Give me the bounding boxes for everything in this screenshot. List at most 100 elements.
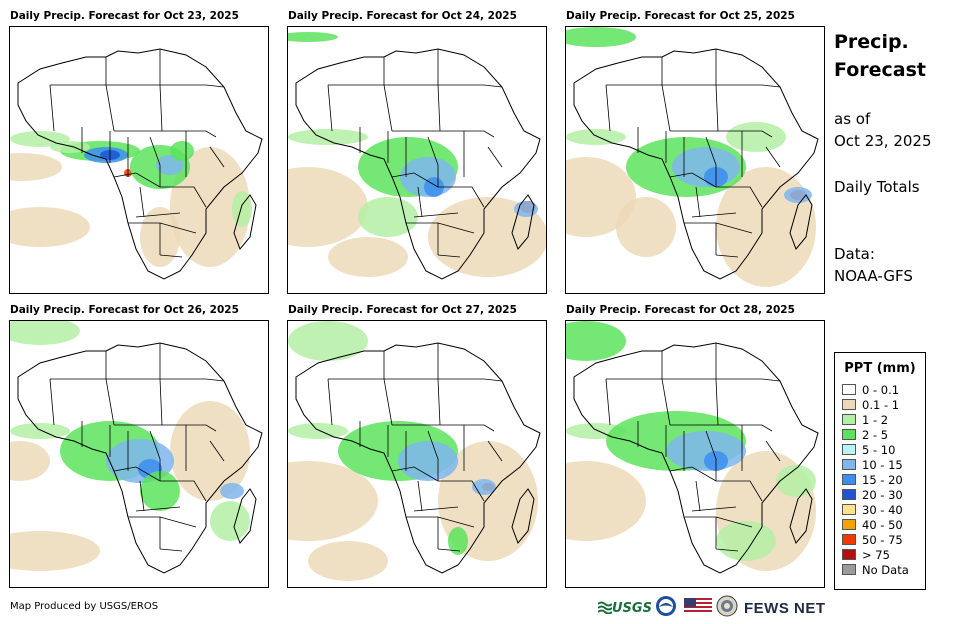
precip-area [616,197,676,257]
legend-item: 50 - 75 [842,532,925,547]
country-border [765,146,781,168]
africa-map [288,32,546,280]
as-of-date: Oct 23, 2025 [834,132,932,150]
precip-area [288,32,338,42]
madagascar-outline [789,194,813,250]
legend-item: 10 - 15 [842,457,925,472]
country-border [427,430,439,481]
precip-area [10,321,80,345]
coastline [295,48,541,280]
country-border [139,186,145,218]
legend-label: 5 - 10 [862,442,896,457]
panel-2-title: Daily Precip. Forecast for Oct 24, 2025 [288,10,517,22]
country-border [50,351,107,380]
country-border [487,440,503,462]
precip-area [328,237,408,277]
country-border [718,130,773,138]
legend-swatch [842,399,856,410]
country-border [438,378,503,382]
country-border [691,212,737,218]
legend-label: 0 - 0.1 [862,382,900,397]
noaa-logo [655,596,677,619]
country-border [715,84,719,132]
country-border [391,466,439,482]
side-title: Precip. Forecast [834,28,926,84]
country-border [160,84,225,88]
precip-area [358,197,418,237]
map-panel-5 [287,320,547,588]
country-border [715,516,753,528]
country-border [159,254,183,258]
legend-item: 40 - 50 [842,517,925,532]
country-border [662,49,717,86]
country-border [661,378,671,426]
panel-3-title: Daily Precip. Forecast for Oct 25, 2025 [566,10,795,22]
precip-area [232,191,252,227]
precip-area [10,153,62,181]
panel-4-title: Daily Precip. Forecast for Oct 26, 2025 [10,304,239,316]
panel-6-title: Daily Precip. Forecast for Oct 28, 2025 [566,304,795,316]
legend-label: 50 - 75 [862,532,903,547]
precip-area [170,141,194,161]
country-border [438,84,503,88]
country-border [669,466,717,482]
precip-area [566,27,636,47]
legend-label: No Data [862,562,909,577]
country-border [662,343,717,380]
legend-swatch [842,519,856,530]
country-border [765,440,781,462]
precip-area [288,321,368,361]
country-border [139,480,145,512]
legend-title: PPT (mm) [844,361,916,376]
legend-label: 2 - 5 [862,427,889,442]
legend-label: 40 - 50 [862,517,903,532]
country-border [384,343,439,380]
country-border [383,84,393,132]
madagascar-outline [511,194,535,250]
precip-area [776,465,816,497]
precip-area [10,207,90,247]
madagascar-outline [233,488,257,544]
precip-area [220,483,244,499]
map-panel-3 [565,26,825,294]
data-source: Data: NOAA-GFS [834,243,913,287]
country-border [437,378,441,426]
legend-label: 30 - 40 [862,502,903,517]
country-border [716,480,763,502]
legend-label: 10 - 15 [862,457,903,472]
state-seal [716,595,738,621]
map-panel-1 [9,26,269,294]
precip-area [210,501,250,541]
usgs-logo-icon [597,599,613,618]
legend-swatch [842,459,856,470]
precip-area [10,423,70,439]
country-border [159,84,163,132]
us-flag-icon [684,598,712,618]
country-border [49,84,55,132]
state-seal-icon [716,595,738,621]
country-border [437,548,461,552]
country-border [440,424,495,432]
country-border [669,172,717,188]
country-border [705,136,717,187]
country-border [159,222,197,234]
country-border [661,84,671,132]
country-border [413,212,459,218]
country-border [716,186,763,208]
country-border [135,506,181,512]
precip-area [726,122,786,152]
country-border [149,136,161,187]
legend-item: 30 - 40 [842,502,925,517]
map-credit: Map Produced by USGS/EROS [10,601,159,612]
country-border [159,548,183,552]
as-of-line1: as of [834,110,871,128]
legend-swatch [842,564,856,575]
legend-item: 20 - 30 [842,487,925,502]
country-border [113,466,161,482]
country-border [705,430,717,481]
side-title-line2: Forecast [834,59,926,81]
legend-swatch [842,474,856,485]
country-border [149,430,161,481]
